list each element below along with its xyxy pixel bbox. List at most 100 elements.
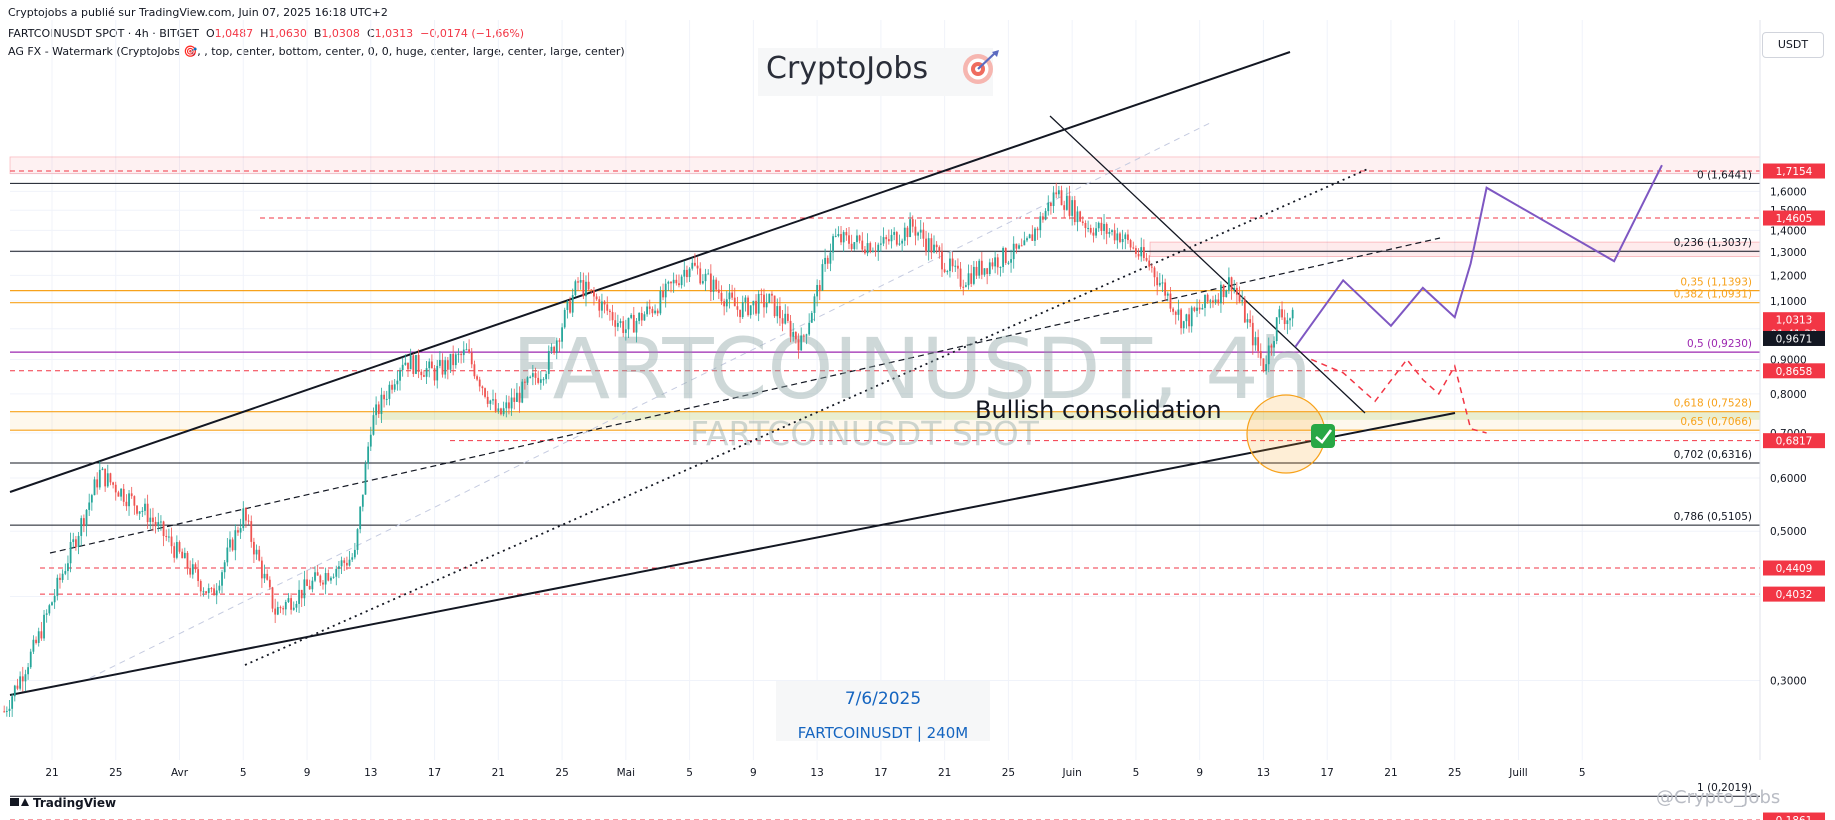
candle-body: [1023, 240, 1026, 246]
candle-body: [1267, 345, 1270, 365]
candle-body: [210, 588, 213, 590]
candle-body: [24, 674, 27, 682]
y-tick-label: 0,6000: [1770, 473, 1807, 485]
candle-body: [935, 244, 938, 248]
candle-body: [1140, 247, 1143, 257]
candle-body: [747, 297, 749, 316]
candle-body: [327, 572, 330, 581]
candle-body: [840, 234, 842, 243]
candle-body: [1235, 287, 1238, 295]
candle-body: [741, 302, 744, 318]
candle-body: [1052, 192, 1055, 207]
candle-body: [154, 521, 157, 527]
watermark-big: FARTCOINUSDT, 4h: [512, 320, 1312, 418]
candle-body: [513, 397, 516, 402]
candle-body: [614, 320, 617, 327]
x-tick-label: 5: [1579, 767, 1586, 779]
candle-body: [1249, 319, 1252, 323]
candle-body: [189, 567, 192, 575]
candle-body: [864, 249, 866, 254]
candle-body: [431, 361, 433, 369]
candle-body: [343, 560, 346, 563]
candle-body: [353, 549, 356, 558]
candle-body: [194, 564, 197, 570]
candle-body: [933, 244, 935, 253]
price-axis[interactable]: 0,30000,40000,50000,60000,70000,80000,90…: [1759, 20, 1825, 820]
candle-body: [887, 239, 890, 242]
candle-body: [1018, 245, 1020, 249]
candle-body: [433, 368, 436, 381]
candle-body: [101, 468, 104, 470]
candle-body: [1081, 221, 1084, 224]
candle-body: [1270, 345, 1273, 348]
candle-body: [157, 522, 160, 527]
candle-body: [396, 380, 399, 385]
candle-body: [874, 250, 877, 252]
candle-body: [805, 334, 808, 336]
candle-body: [242, 508, 245, 529]
candle-body: [824, 257, 826, 265]
candle-body: [88, 502, 91, 510]
info-symbol: FARTCOINUSDT | 240M: [798, 724, 968, 742]
candle-body: [571, 295, 574, 313]
candle-body: [834, 235, 837, 237]
currency-button[interactable]: USDT: [1762, 32, 1824, 58]
candle-body: [1010, 259, 1012, 263]
fib-label: 0,618 (0,7528): [1674, 398, 1752, 410]
candle-body: [941, 251, 943, 270]
price-badge: [1763, 363, 1825, 379]
candle-body: [8, 708, 11, 711]
candle-body: [1158, 282, 1161, 286]
candle-body: [1169, 293, 1172, 309]
candle-body: [1161, 282, 1164, 284]
candle-body: [1042, 216, 1044, 220]
candle-body: [816, 285, 819, 297]
candle-body: [1015, 243, 1018, 249]
candle-body: [98, 469, 101, 488]
tradingview-logo-text: TradingView: [33, 796, 116, 810]
candle-body: [322, 582, 324, 585]
candle-body: [1228, 277, 1230, 291]
candle-body: [1206, 294, 1209, 302]
x-tick-label: Avr: [171, 767, 189, 779]
candle-body: [266, 573, 269, 580]
candle-body: [848, 235, 850, 244]
candle-body: [160, 521, 162, 523]
candle-body: [1135, 248, 1137, 254]
candle-body: [245, 508, 247, 521]
candle-body: [16, 685, 19, 689]
candle-body: [237, 530, 239, 533]
candle-body: [454, 354, 457, 366]
candle-body: [181, 551, 184, 559]
candle-body: [144, 503, 146, 511]
x-tick-label: 25: [555, 767, 568, 779]
candle-body: [1092, 232, 1095, 236]
candle-body: [1127, 234, 1129, 241]
candle-body: [112, 482, 115, 485]
candle-body: [717, 289, 720, 293]
fib-label: 1 (0,2019): [1697, 782, 1752, 794]
brand-box: [758, 48, 993, 96]
candle-body: [173, 546, 176, 558]
open-label: O: [205, 27, 215, 40]
candle-body: [1039, 216, 1042, 231]
candle-body: [983, 268, 986, 275]
candle-body: [393, 384, 396, 390]
candle-body: [1132, 247, 1135, 249]
candle-body: [895, 232, 898, 245]
candle-body: [1222, 284, 1225, 298]
time-axis[interactable]: 21 25 Avr 5 9 13 17 21 25 Mai 5 9 13 17 21 25 Juin 5 9 13 17…: [45, 767, 1585, 779]
candle-body: [61, 573, 64, 580]
candle-body: [744, 297, 747, 303]
candle-body: [853, 242, 856, 249]
candle-body: [619, 321, 622, 324]
fib-label: 0,236 (1,3037): [1674, 237, 1752, 249]
candle-body: [316, 572, 319, 576]
candle-body: [35, 639, 37, 643]
candle-body: [274, 608, 277, 615]
x-tick-label: 9: [1196, 767, 1203, 779]
candle-body: [688, 268, 691, 278]
candle-body: [999, 266, 1002, 268]
x-tick-label: Mai: [617, 767, 635, 779]
